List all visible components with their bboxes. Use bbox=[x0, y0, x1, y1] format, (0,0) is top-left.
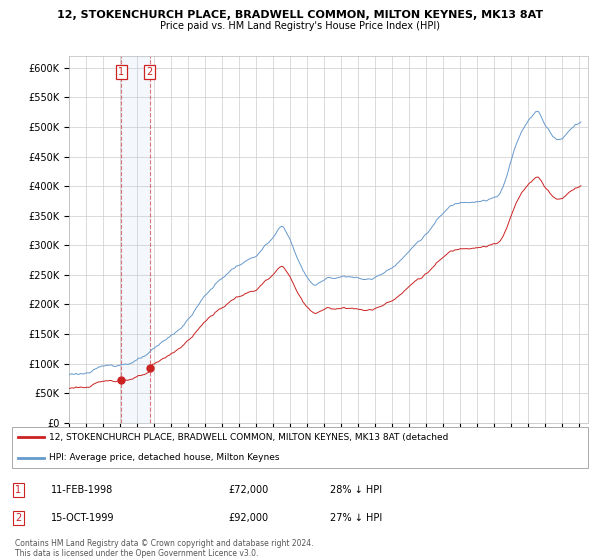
Text: 1: 1 bbox=[118, 67, 125, 77]
Text: 11-FEB-1998: 11-FEB-1998 bbox=[51, 485, 113, 495]
Text: 28% ↓ HPI: 28% ↓ HPI bbox=[330, 485, 382, 495]
Text: 1: 1 bbox=[15, 485, 21, 495]
Text: 15-OCT-1999: 15-OCT-1999 bbox=[51, 513, 115, 523]
Text: 2: 2 bbox=[147, 67, 153, 77]
Text: Contains HM Land Registry data © Crown copyright and database right 2024.: Contains HM Land Registry data © Crown c… bbox=[15, 539, 314, 548]
Text: £72,000: £72,000 bbox=[228, 485, 268, 495]
Text: Price paid vs. HM Land Registry's House Price Index (HPI): Price paid vs. HM Land Registry's House … bbox=[160, 21, 440, 31]
Text: 12, STOKENCHURCH PLACE, BRADWELL COMMON, MILTON KEYNES, MK13 8AT: 12, STOKENCHURCH PLACE, BRADWELL COMMON,… bbox=[57, 10, 543, 20]
Text: 12, STOKENCHURCH PLACE, BRADWELL COMMON, MILTON KEYNES, MK13 8AT (detached: 12, STOKENCHURCH PLACE, BRADWELL COMMON,… bbox=[49, 433, 449, 442]
Text: This data is licensed under the Open Government Licence v3.0.: This data is licensed under the Open Gov… bbox=[15, 549, 259, 558]
Bar bbox=[121, 56, 150, 423]
Text: HPI: Average price, detached house, Milton Keynes: HPI: Average price, detached house, Milt… bbox=[49, 453, 280, 462]
FancyBboxPatch shape bbox=[12, 427, 588, 468]
Text: 27% ↓ HPI: 27% ↓ HPI bbox=[330, 513, 382, 523]
Text: 2: 2 bbox=[15, 513, 21, 523]
Text: £92,000: £92,000 bbox=[228, 513, 268, 523]
